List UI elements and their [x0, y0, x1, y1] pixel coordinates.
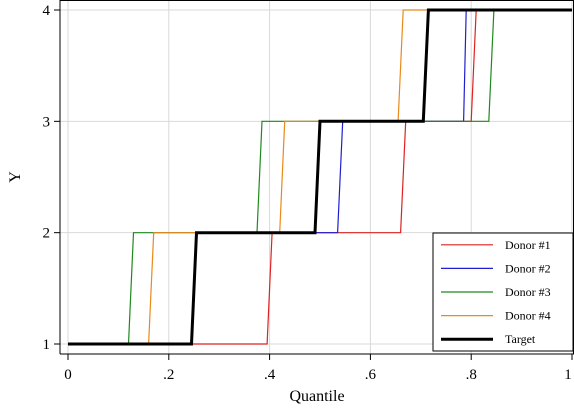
series-line-donor-4 [68, 9, 572, 345]
series-group [68, 8, 572, 346]
legend-label: Donor #4 [505, 309, 551, 323]
legend-label: Donor #3 [505, 285, 551, 299]
legend-box [432, 232, 574, 352]
series-line-donor-1 [68, 9, 572, 345]
x-tick-label: .6 [365, 367, 377, 383]
y-tick-label: 4 [43, 3, 51, 19]
legend-label: Target [505, 332, 536, 346]
legend: Donor #1 Donor #2 Donor #3 Donor #4 Target [432, 232, 574, 352]
y-tick-label: 2 [43, 226, 51, 242]
x-axis-title: Quantile [289, 388, 344, 405]
x-tick-label: .4 [264, 367, 276, 383]
x-tick-label: .2 [163, 367, 174, 383]
series-line-donor-3 [68, 9, 572, 345]
x-tick-label: 0 [64, 367, 72, 383]
legend-label: Donor #1 [505, 238, 551, 252]
series-line-target [68, 8, 572, 346]
legend-label: Donor #2 [505, 261, 551, 275]
y-tick-label: 3 [43, 114, 51, 130]
y-tick-label: 1 [43, 337, 51, 353]
y-axis-title: Y [7, 171, 24, 183]
x-tick-label: .8 [466, 367, 477, 383]
x-tick-label: 1 [564, 367, 572, 383]
